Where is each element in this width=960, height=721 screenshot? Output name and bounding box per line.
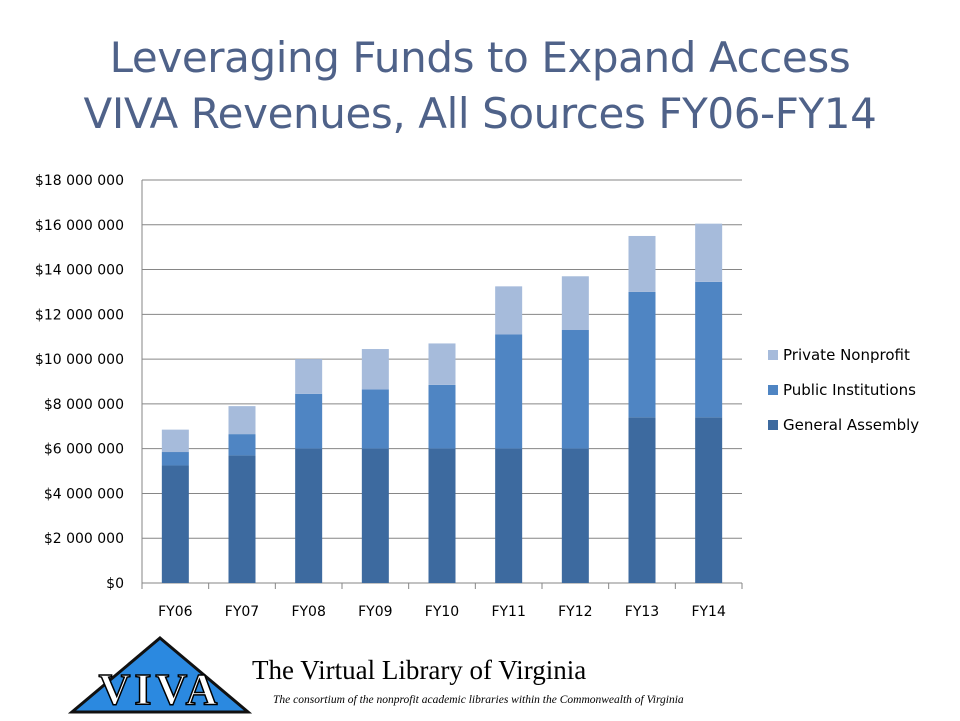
title-line-2: VIVA Revenues, All Sources FY06-FY14 (83, 89, 877, 138)
bar-general-assembly (228, 455, 256, 583)
bar-private-nonprofit (495, 286, 523, 335)
legend-swatch (768, 420, 778, 430)
x-tick-label: FY08 (291, 604, 325, 620)
y-tick-label: $18 000 000 (35, 173, 124, 189)
y-tick-label: $6 000 000 (44, 442, 124, 458)
bar-public-institutions (495, 334, 523, 449)
bar-public-institutions (361, 389, 389, 449)
y-tick-label: $4 000 000 (44, 486, 124, 502)
x-tick-label: FY13 (625, 604, 659, 620)
bar-general-assembly (428, 448, 456, 583)
bar-general-assembly (161, 465, 189, 583)
bar-general-assembly (561, 448, 589, 583)
bar-private-nonprofit (628, 235, 656, 292)
legend-swatch (768, 350, 778, 360)
bar-general-assembly (361, 448, 389, 583)
bar-public-institutions (561, 330, 589, 449)
org-tagline: The consortium of the nonprofit academic… (273, 694, 684, 706)
x-tick-label: FY09 (358, 604, 392, 620)
x-tick-label: FY06 (158, 604, 193, 620)
slide-title: Leveraging Funds to Expand Access VIVA R… (0, 30, 960, 142)
bar-general-assembly (495, 448, 523, 583)
bar-public-institutions (161, 452, 189, 466)
bar-public-institutions (295, 393, 323, 449)
bar-public-institutions (628, 291, 656, 418)
x-tick-label: FY07 (225, 604, 259, 620)
bar-private-nonprofit (561, 276, 589, 331)
x-tick-label: FY14 (691, 604, 726, 620)
y-tick-label: $10 000 000 (35, 352, 124, 368)
bar-private-nonprofit (161, 429, 189, 453)
bar-private-nonprofit (361, 349, 389, 390)
bar-public-institutions (428, 384, 456, 449)
revenue-chart: $0 $2 000 000 $4 000 000 $6 000 000 $8 000 0… (35, 173, 919, 620)
bar-private-nonprofit (295, 359, 323, 394)
bar-general-assembly (695, 417, 723, 583)
y-tick-label: $8 000 000 (44, 397, 124, 413)
y-tick-label: $16 000 000 (35, 218, 124, 234)
y-tick-label: $0 (106, 576, 124, 592)
y-tick-label: $2 000 000 (44, 531, 124, 547)
org-name: The Virtual Library of Virginia (252, 655, 587, 685)
y-tick-label: $12 000 000 (35, 307, 124, 323)
bar-general-assembly (295, 448, 323, 583)
logo-text: VIVA (99, 665, 222, 714)
bar-private-nonprofit (695, 223, 723, 282)
legend-label: Public Institutions (783, 381, 916, 399)
legend-label: General Assembly (783, 416, 919, 434)
bar-general-assembly (628, 417, 656, 583)
title-line-1: Leveraging Funds to Expand Access (109, 33, 851, 82)
legend-label: Private Nonprofit (783, 346, 910, 364)
bar-private-nonprofit (228, 406, 256, 435)
x-tick-label: FY11 (491, 604, 525, 620)
x-tick-label: FY12 (558, 604, 592, 620)
bar-public-institutions (695, 281, 723, 418)
bar-public-institutions (228, 434, 256, 456)
y-tick-label: $14 000 000 (35, 263, 124, 279)
x-tick-label: FY10 (425, 604, 459, 620)
bar-private-nonprofit (428, 343, 456, 385)
viva-logo: VIVA (67, 634, 253, 721)
logo-triangle (67, 636, 253, 714)
legend-swatch (768, 385, 778, 395)
